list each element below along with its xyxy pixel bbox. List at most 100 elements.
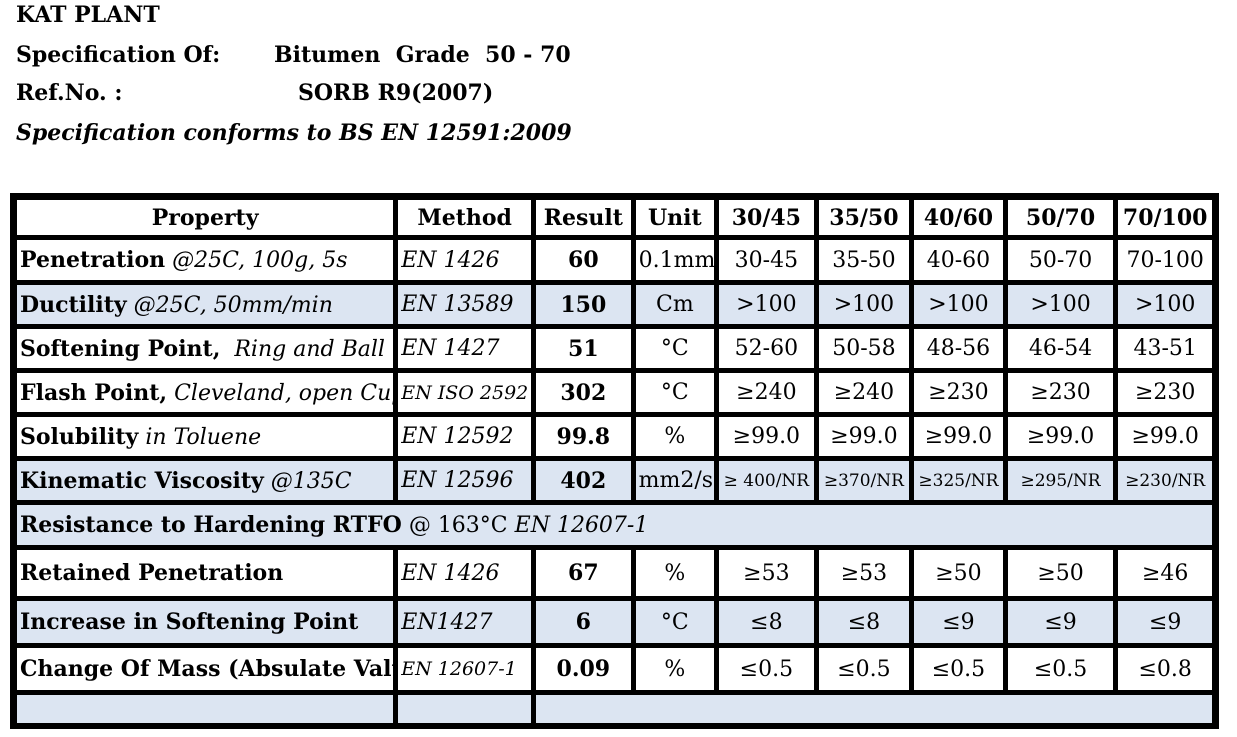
grade-cell: ≥46: [1117, 549, 1213, 597]
grade-cell: ≥99.0: [817, 416, 911, 457]
col-header: 50/70: [1006, 199, 1115, 236]
table-row: Flash Point, Cleveland, open Cup EN ISO 2…: [16, 372, 1213, 413]
grade-cell: ≤0.5: [913, 647, 1004, 691]
col-header: 70/100: [1117, 199, 1213, 236]
table-row: Kinematic Viscosity @135C EN 12596 402 mm2/…: [16, 460, 1213, 501]
grade-cell: ≥ 400/NR: [718, 460, 815, 501]
method-cell: EN 12607-1: [397, 647, 533, 691]
result-cell: 6: [535, 600, 632, 644]
unit-cell: %: [634, 647, 716, 691]
grade-cell: ≥240: [718, 372, 815, 413]
property-cell: Flash Point, Cleveland, open Cup: [16, 372, 395, 413]
result-cell: 402: [535, 460, 632, 501]
ref-label: Ref.No. :: [16, 80, 123, 106]
property-cell: Solubility in Toluene: [16, 416, 395, 457]
table-row: Penetration @25C, 100g, 5s EN 1426 60 0.1mm…: [16, 239, 1213, 281]
col-header: Property: [16, 199, 395, 236]
table-row: Ductility @25C, 50mm/min EN 13589 150 Cm >10…: [16, 284, 1213, 325]
unit-cell: °C: [634, 372, 716, 413]
grade-cell: ≥99.0: [718, 416, 815, 457]
specification-table: Property Method Result Unit 30/45 35/50 …: [13, 196, 1216, 727]
grade-cell: >100: [718, 284, 815, 325]
ref-value: SORB R9(2007): [298, 80, 494, 106]
method-cell: EN 13589: [397, 284, 533, 325]
method-cell: EN 12596: [397, 460, 533, 501]
grade-cell: ≥370/NR: [817, 460, 911, 501]
grade-cell: >100: [817, 284, 911, 325]
col-header: 30/45: [718, 199, 815, 236]
grade-cell: ≥53: [817, 549, 911, 597]
method-cell: EN 12592: [397, 416, 533, 457]
empty-cell: [16, 694, 395, 724]
unit-cell: °C: [634, 600, 716, 644]
specification-table-frame: Property Method Result Unit 30/45 35/50 …: [10, 193, 1219, 729]
property-cell: Penetration @25C, 100g, 5s: [16, 239, 395, 281]
result-cell: 51: [535, 328, 632, 369]
rtfo-section-row: Resistance to Hardening RTFO @ 163°C EN …: [16, 504, 1213, 546]
col-header: 35/50: [817, 199, 911, 236]
method-cell: EN1427: [397, 600, 533, 644]
grade-cell: ≥240: [817, 372, 911, 413]
grade-cell: ≥230/NR: [1117, 460, 1213, 501]
method-cell: EN 1426: [397, 239, 533, 281]
grade-cell: ≤0.5: [817, 647, 911, 691]
result-cell: 99.8: [535, 416, 632, 457]
grade-cell: 43-51: [1117, 328, 1213, 369]
empty-footer-row: [16, 694, 1213, 724]
method-cell: EN 1427: [397, 328, 533, 369]
result-cell: 67: [535, 549, 632, 597]
grade-cell: ≤9: [1117, 600, 1213, 644]
grade-cell: ≤0.5: [718, 647, 815, 691]
grade-cell: 70-100: [1117, 239, 1213, 281]
grade-cell: ≤0.5: [1006, 647, 1115, 691]
grade-cell: ≥230: [1117, 372, 1213, 413]
unit-cell: Cm: [634, 284, 716, 325]
grade-cell: ≥325/NR: [913, 460, 1004, 501]
grade-cell: ≥99.0: [913, 416, 1004, 457]
property-cell: Change Of Mass (Absulate Value): [16, 647, 395, 691]
grade-cell: ≥99.0: [1006, 416, 1115, 457]
grade-cell: ≥50: [913, 549, 1004, 597]
grade-cell: >100: [913, 284, 1004, 325]
grade-cell: >100: [1006, 284, 1115, 325]
grade-cell: 50-70: [1006, 239, 1115, 281]
grade-cell: >100: [1117, 284, 1213, 325]
empty-cell: [397, 694, 533, 724]
grade-cell: ≥53: [718, 549, 815, 597]
grade-cell: ≥230: [913, 372, 1004, 413]
unit-cell: %: [634, 416, 716, 457]
grade-cell: ≤8: [817, 600, 911, 644]
grade-cell: ≤9: [1006, 600, 1115, 644]
conformance-note: Specification conforms to BS EN 12591:20…: [16, 120, 572, 146]
unit-cell: mm2/s: [634, 460, 716, 501]
grade-cell: 35-50: [817, 239, 911, 281]
result-cell: 60: [535, 239, 632, 281]
result-cell: 150: [535, 284, 632, 325]
plant-name: KAT PLANT: [16, 2, 160, 28]
grade-cell: 50-58: [817, 328, 911, 369]
grade-cell: 30-45: [718, 239, 815, 281]
grade-cell: ≥50: [1006, 549, 1115, 597]
property-cell: Ductility @25C, 50mm/min: [16, 284, 395, 325]
method-cell: EN ISO 2592: [397, 372, 533, 413]
grade-cell: ≥99.0: [1117, 416, 1213, 457]
grade-cell: ≤0.8: [1117, 647, 1213, 691]
grade-cell: ≤8: [718, 600, 815, 644]
table-row: Retained Penetration EN 1426 67% ≥53 ≥53 ≥50 ≥…: [16, 549, 1213, 597]
table-row: Increase in Softening Point EN1427 6 °C ≤8 ≤8…: [16, 600, 1213, 644]
table-row: Solubility in Toluene EN 12592 99.8% ≥99.0 ≥…: [16, 416, 1213, 457]
grade-cell: ≥295/NR: [1006, 460, 1115, 501]
rtfo-section-title: Resistance to Hardening RTFO @ 163°C EN …: [16, 504, 1213, 546]
grade-cell: ≤9: [913, 600, 1004, 644]
grade-cell: 40-60: [913, 239, 1004, 281]
col-header: Unit: [634, 199, 716, 236]
grade-cell: 52-60: [718, 328, 815, 369]
property-cell: Increase in Softening Point: [16, 600, 395, 644]
table-row: Change Of Mass (Absulate Value) EN 12607-…: [16, 647, 1213, 691]
result-cell: 302: [535, 372, 632, 413]
grade-cell: 48-56: [913, 328, 1004, 369]
grade-cell: ≥230: [1006, 372, 1115, 413]
spec-label: Specification Of:: [16, 42, 221, 68]
col-header: 40/60: [913, 199, 1004, 236]
empty-cell: [535, 694, 1213, 724]
